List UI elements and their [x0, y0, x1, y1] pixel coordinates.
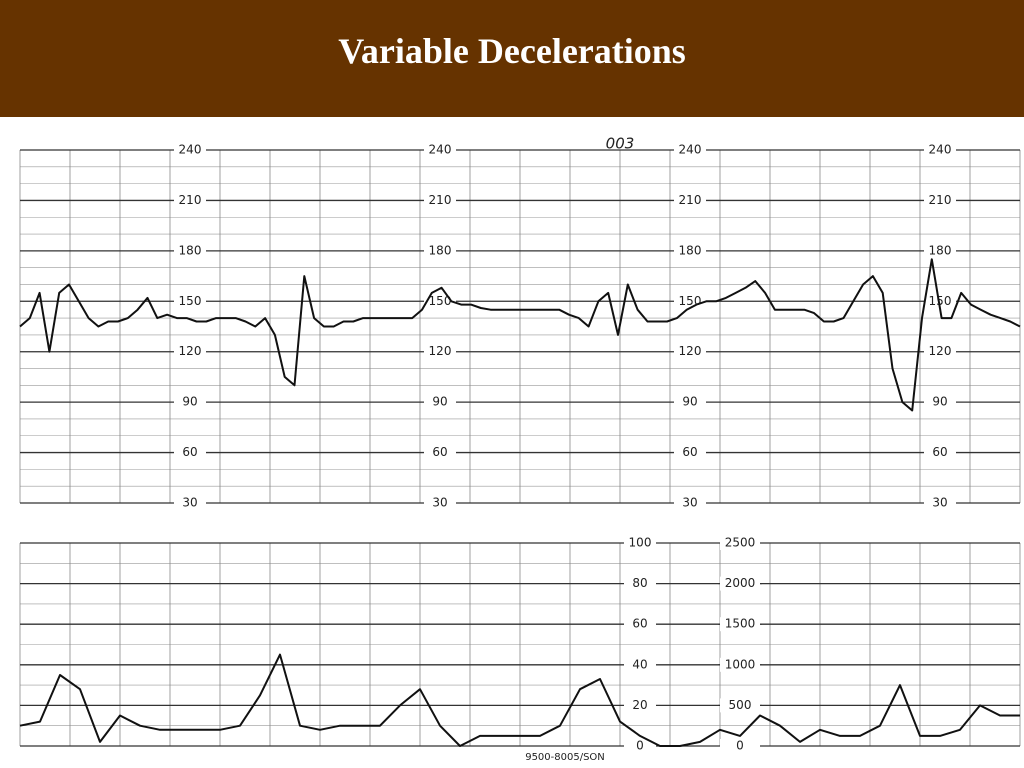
y-tick-label: 210 — [429, 193, 452, 207]
y-tick-label: 150 — [179, 294, 202, 308]
tick-bg — [924, 294, 956, 309]
y-tick-label: 150 — [429, 294, 452, 308]
uc-trace — [19, 653, 1020, 747]
y-tick-label: 60 — [932, 445, 947, 459]
fhr-trace — [19, 258, 1021, 412]
tick-bg — [674, 193, 706, 208]
y-tick-label: 210 — [179, 193, 202, 207]
tick-bg — [624, 617, 656, 632]
y-tick-label: 20 — [632, 698, 647, 712]
y-tick-label: 60 — [682, 445, 697, 459]
y-tick-label: 180 — [929, 243, 952, 257]
y-tick-label: 30 — [182, 496, 197, 510]
tick-bg — [674, 143, 706, 157]
tick-bg — [720, 657, 760, 672]
y2-tick-label: 1500 — [725, 617, 756, 631]
y-tick-label: 90 — [432, 395, 447, 409]
y2-tick-label: 500 — [729, 698, 752, 712]
tick-bg — [174, 496, 206, 510]
y-tick-label: 120 — [429, 344, 452, 358]
y-tick-label: 180 — [179, 243, 202, 257]
tick-bg — [174, 344, 206, 359]
tick-bg — [674, 243, 706, 258]
title-bar: Variable Decelerations — [0, 0, 1024, 117]
tick-bg — [624, 576, 656, 591]
tick-bg — [624, 657, 656, 672]
y-tick-label: 240 — [679, 143, 702, 157]
y-tick-label: 150 — [679, 294, 702, 308]
y-tick-label: 80 — [632, 576, 647, 590]
y-tick-label: 120 — [929, 344, 952, 358]
y-tick-label: 240 — [429, 143, 452, 157]
y-tick-label: 90 — [182, 395, 197, 409]
tick-bg — [924, 496, 956, 510]
y-tick-label: 120 — [679, 344, 702, 358]
y-tick-label: 30 — [932, 496, 947, 510]
y-tick-label: 240 — [929, 143, 952, 157]
y2-tick-label: 0 — [736, 739, 744, 753]
tick-bg — [674, 344, 706, 359]
tick-bg — [720, 536, 760, 550]
tick-bg — [720, 698, 760, 713]
tick-bg — [624, 536, 656, 550]
tick-bg — [924, 193, 956, 208]
y-tick-label: 120 — [179, 344, 202, 358]
tick-bg — [174, 143, 206, 157]
tick-bg — [174, 445, 206, 460]
tick-bg — [924, 445, 956, 460]
tick-bg — [720, 739, 760, 753]
y-tick-label: 90 — [932, 395, 947, 409]
y-tick-label: 60 — [632, 617, 647, 631]
y-tick-label: 30 — [682, 496, 697, 510]
y2-tick-label: 1000 — [725, 657, 756, 671]
tick-bg — [424, 143, 456, 157]
y-tick-label: 30 — [432, 496, 447, 510]
y-tick-label: 210 — [679, 193, 702, 207]
y-tick-label: 180 — [679, 243, 702, 257]
tick-bg — [720, 576, 760, 591]
tick-bg — [924, 344, 956, 359]
tick-bg — [924, 143, 956, 157]
strip-code: 003 — [606, 135, 635, 153]
slide-title: Variable Decelerations — [338, 31, 686, 71]
tick-bg — [424, 395, 456, 410]
tick-bg — [424, 496, 456, 510]
tick-bg — [674, 496, 706, 510]
tick-bg — [424, 243, 456, 258]
tick-bg — [424, 445, 456, 460]
y-tick-label: 100 — [629, 536, 652, 550]
y2-tick-label: 2500 — [725, 536, 756, 550]
y-tick-label: 90 — [682, 395, 697, 409]
tick-bg — [624, 698, 656, 713]
tick-bg — [924, 395, 956, 410]
tick-bg — [174, 395, 206, 410]
y-tick-label: 240 — [179, 143, 202, 157]
tick-bg — [674, 395, 706, 410]
footer-code: 9500-8005/SON — [525, 752, 605, 763]
tick-bg — [674, 445, 706, 460]
tick-bg — [174, 193, 206, 208]
tick-bg — [720, 617, 760, 632]
tick-bg — [424, 193, 456, 208]
tick-bg — [624, 739, 656, 753]
y-tick-label: 0 — [636, 739, 644, 753]
tick-bg — [424, 344, 456, 359]
y-tick-label: 60 — [182, 445, 197, 459]
y-tick-label: 60 — [432, 445, 447, 459]
tracing: 003 9500-8005/SON 240 240 240 240 210 210 210 2… — [19, 135, 1021, 763]
y-tick-label: 180 — [429, 243, 452, 257]
y2-tick-label: 2000 — [725, 576, 756, 590]
tick-bg — [174, 243, 206, 258]
y-tick-label: 210 — [929, 193, 952, 207]
tick-bg — [174, 294, 206, 309]
y-tick-label: 40 — [632, 657, 647, 671]
tick-bg — [924, 243, 956, 258]
y-tick-label: 150 — [929, 294, 952, 308]
